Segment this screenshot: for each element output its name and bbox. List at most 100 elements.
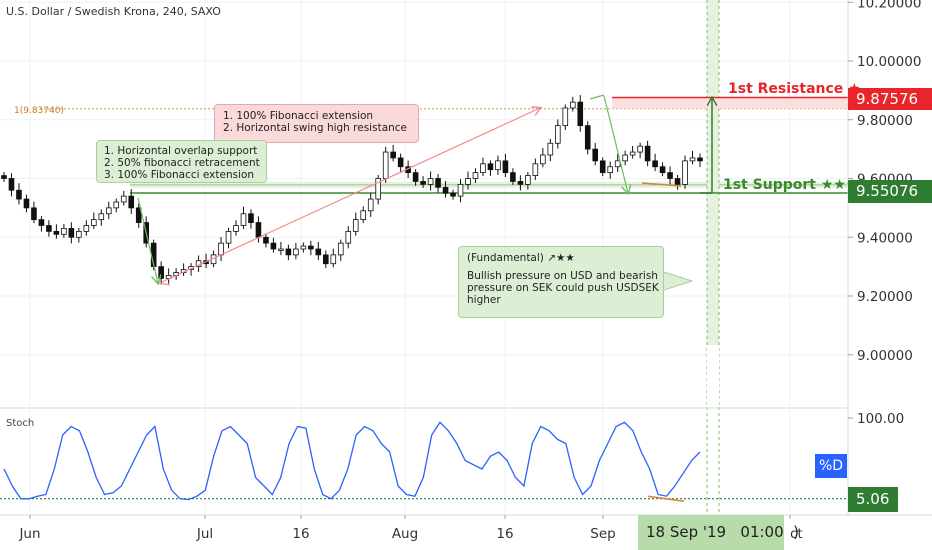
candle-body-70 (525, 175, 531, 185)
candle-body-30 (225, 230, 232, 244)
support-label: 1st Support ★★★ (723, 177, 859, 193)
candle-body-76 (569, 101, 576, 109)
time-tick-label-4: 16 (496, 526, 513, 542)
forecast-zone (706, 0, 720, 515)
candle-body-53 (397, 157, 404, 168)
stoch-value-badge: 5.06 (848, 487, 898, 512)
candle-body-44 (330, 254, 337, 265)
candle-body-6 (46, 225, 52, 232)
candle-body-33 (248, 213, 254, 223)
candle-body-8 (61, 228, 67, 235)
divergence-line (641, 182, 682, 187)
resistance-zone (612, 97, 848, 109)
stoch-d-button[interactable]: %D (815, 454, 847, 478)
fundamental-pointer (663, 271, 694, 291)
resistance-label: 1st Resistance ★ (728, 81, 861, 97)
candle-body-11 (83, 225, 90, 232)
price-tick-label-1: 10.00000 (857, 54, 921, 70)
candle-body-48 (360, 210, 367, 221)
candle-body-89 (667, 172, 673, 179)
candle-body-62 (465, 178, 471, 185)
candle-body-82 (614, 160, 621, 168)
retrace-arrow-tail (157, 282, 171, 286)
candle-body-21 (158, 266, 164, 279)
candle-body-81 (607, 166, 613, 174)
candle-body-15 (113, 201, 120, 209)
candle-body-12 (91, 219, 97, 226)
candle-body-88 (659, 166, 666, 174)
candle-body-32 (240, 213, 247, 226)
candle-body-65 (487, 163, 494, 171)
candle-body-35 (263, 236, 269, 244)
fib-extension-annotation[interactable]: 1. 100% Fibonacci extension 2. Horizonta… (214, 104, 419, 143)
candle-body-55 (412, 172, 419, 182)
fundamental-text-3: higher (467, 294, 501, 306)
candle-body-42 (315, 248, 322, 256)
support-note-3: 3. 100% Fibonacci extension (104, 169, 255, 181)
support-annotation[interactable]: 1. Horizontal overlap support 2. 50% fib… (96, 140, 267, 183)
candle-body-86 (644, 145, 651, 162)
time-tick-label-2: 16 (292, 526, 309, 542)
level-lines (130, 96, 848, 194)
drop-arrow (603, 95, 628, 193)
candle-body-63 (472, 172, 479, 179)
candle-body-80 (599, 160, 606, 174)
stoch-tick-label: 100.00 (857, 411, 904, 427)
chart-title: U.S. Dollar / Swedish Krona, 240, SAXO (6, 5, 221, 18)
candle-body-91 (682, 160, 688, 185)
candle-body-29 (218, 242, 224, 256)
candle-body-60 (450, 192, 456, 197)
candle-body-59 (442, 186, 449, 194)
candle-body-34 (255, 222, 262, 238)
candle-body-74 (555, 125, 561, 144)
candle-body-50 (375, 178, 381, 200)
candle-body-49 (367, 198, 374, 212)
candle-body-92 (689, 157, 696, 162)
support-note-2: 2. 50% fibonacci retracement (104, 157, 260, 169)
candle-body-73 (547, 142, 554, 156)
candle-body-3 (23, 198, 30, 209)
candle-body-4 (31, 207, 37, 221)
candle-body-2 (16, 189, 22, 200)
candle-body-31 (233, 225, 239, 232)
candle-body-57 (427, 178, 434, 185)
candle-body-56 (420, 181, 426, 185)
candle-body-45 (337, 242, 344, 256)
fib-extension-line-2: 2. Horizontal swing high resistance (223, 122, 408, 134)
candle-body-37 (278, 248, 284, 251)
resistance-price-badge: 9.87576 (848, 88, 932, 110)
candle-body-5 (38, 219, 45, 226)
candle-body-77 (577, 101, 584, 127)
candle-body-0 (1, 175, 7, 179)
candles (1, 95, 703, 285)
candle-body-18 (135, 207, 142, 223)
candle-body-1 (8, 178, 15, 191)
time-tick-label-1: Jul (196, 526, 213, 542)
candle-body-78 (584, 125, 591, 150)
candle-body-46 (345, 230, 352, 244)
candle-body-41 (308, 245, 314, 250)
fib-high-label: 1(9.83740) (14, 106, 64, 116)
candle-body-13 (98, 213, 105, 221)
swing-arrow-up (161, 108, 540, 283)
candle-body-75 (562, 107, 569, 127)
candle-body-93 (697, 157, 703, 162)
price-tick-label-5: 9.20000 (857, 289, 913, 305)
candle-body-36 (270, 242, 277, 250)
forecast-band-cut (707, 345, 719, 407)
candle-body-47 (352, 219, 359, 232)
fundamental-text-2: pressure on SEK could push USDSEK (467, 282, 659, 294)
price-tick-label-2: 9.80000 (857, 113, 913, 129)
candle-body-52 (390, 151, 396, 159)
stoch-line (3, 421, 701, 501)
support-note-1: 1. Horizontal overlap support (104, 145, 258, 157)
time-tick-label-5: Sep (590, 526, 615, 542)
fundamental-annotation[interactable]: (Fundamental) ↗★★ Bullish pressure on US… (458, 246, 664, 318)
price-tick-label-4: 9.40000 (857, 230, 913, 246)
fib-extension-line-1: 1. 100% Fibonacci extension (223, 110, 374, 122)
candle-body-79 (592, 148, 599, 162)
time-tick-label-0: Jun (18, 526, 40, 542)
stoch-pane (0, 407, 848, 503)
